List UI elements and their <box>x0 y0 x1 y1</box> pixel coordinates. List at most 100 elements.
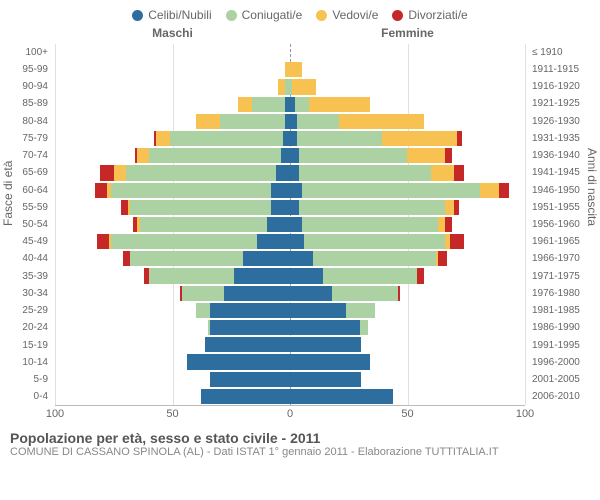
birth-tick: 1941-1945 <box>532 168 600 178</box>
bar-segment-coniugati <box>111 183 271 198</box>
bar-row <box>55 147 525 164</box>
bar-segment-vedovi <box>382 131 457 146</box>
age-tick: 100+ <box>0 48 48 58</box>
age-tick: 0-4 <box>0 392 48 402</box>
female-side <box>290 44 525 61</box>
bar-row <box>55 388 525 405</box>
age-tick: 10-14 <box>0 358 48 368</box>
bar-stack <box>180 286 290 301</box>
bar-segment-celibi <box>290 303 346 318</box>
birth-tick: 1946-1950 <box>532 186 600 196</box>
bar-segment-celibi <box>290 234 304 249</box>
bar-segment-vedovi <box>137 148 149 163</box>
bar-segment-vedovi <box>196 114 220 129</box>
bar-segment-coniugati <box>323 268 417 283</box>
bar-segment-vedovi <box>309 97 370 112</box>
bar-stack <box>290 251 447 266</box>
bar-stack <box>290 97 370 112</box>
bar-segment-coniugati <box>170 131 283 146</box>
age-tick: 60-64 <box>0 186 48 196</box>
female-side <box>290 388 525 405</box>
bar-segment-vedovi <box>445 200 454 215</box>
bar-segment-divorziati <box>123 251 130 266</box>
bar-segment-celibi <box>271 200 290 215</box>
bar-row <box>55 164 525 181</box>
male-side <box>55 182 290 199</box>
bar-stack <box>290 79 316 94</box>
bar-segment-celibi <box>281 148 290 163</box>
bar-segment-celibi <box>210 372 290 387</box>
bar-segment-vedovi <box>114 165 126 180</box>
bar-segment-vedovi <box>278 79 285 94</box>
legend-swatch <box>132 10 143 21</box>
bar-stack <box>135 148 290 163</box>
bar-stack <box>210 372 290 387</box>
bar-segment-celibi <box>290 268 323 283</box>
female-side <box>290 199 525 216</box>
bar-row <box>55 267 525 284</box>
bar-segment-coniugati <box>360 320 367 335</box>
bar-segment-coniugati <box>252 97 285 112</box>
male-side <box>55 61 290 78</box>
bar-segment-celibi <box>290 389 393 404</box>
bar-row <box>55 78 525 95</box>
bar-segment-celibi <box>224 286 290 301</box>
female-side <box>290 113 525 130</box>
bar-segment-celibi <box>257 234 290 249</box>
bar-stack <box>290 131 462 146</box>
legend-item: Coniugati/e <box>226 8 303 22</box>
male-side <box>55 44 290 61</box>
bar-segment-divorziati <box>450 234 464 249</box>
bar-row <box>55 61 525 78</box>
bar-stack <box>290 200 459 215</box>
bar-segment-divorziati <box>121 200 128 215</box>
bar-segment-divorziati <box>445 217 452 232</box>
bar-stack <box>290 286 400 301</box>
bar-segment-vedovi <box>431 165 454 180</box>
bar-stack <box>196 114 290 129</box>
bar-stack <box>133 217 290 232</box>
male-side <box>55 267 290 284</box>
legend-label: Vedovi/e <box>332 8 378 22</box>
bar-row <box>55 44 525 61</box>
female-side <box>290 164 525 181</box>
bar-row <box>55 371 525 388</box>
bar-segment-coniugati <box>149 148 281 163</box>
birth-tick: 1911-1915 <box>532 65 600 75</box>
bar-stack <box>278 79 290 94</box>
female-side <box>290 96 525 113</box>
bar-segment-celibi <box>267 217 290 232</box>
male-side <box>55 164 290 181</box>
bar-segment-celibi <box>271 183 290 198</box>
bar-stack <box>205 337 290 352</box>
legend-label: Celibi/Nubili <box>148 8 211 22</box>
bar-stack <box>144 268 290 283</box>
bar-segment-celibi <box>290 200 299 215</box>
bar-segment-divorziati <box>398 286 400 301</box>
age-tick: 75-79 <box>0 134 48 144</box>
bar-stack <box>290 354 370 369</box>
bar-segment-coniugati <box>111 234 257 249</box>
legend-item: Divorziati/e <box>392 8 467 22</box>
bar-stack <box>290 320 368 335</box>
x-tick: 100 <box>46 408 64 420</box>
bar-stack <box>208 320 290 335</box>
female-side <box>290 233 525 250</box>
bar-stack <box>97 234 290 249</box>
female-side <box>290 336 525 353</box>
birth-tick: ≤ 1910 <box>532 48 600 58</box>
legend-swatch <box>226 10 237 21</box>
x-axis-ticks: 10050050100 <box>55 408 525 422</box>
male-side <box>55 388 290 405</box>
bar-segment-coniugati <box>295 97 309 112</box>
bar-segment-vedovi <box>480 183 499 198</box>
bar-segment-celibi <box>290 217 302 232</box>
female-side <box>290 319 525 336</box>
legend: Celibi/Nubili Coniugati/e Vedovi/e Divorzia… <box>0 0 600 26</box>
bar-stack <box>238 97 290 112</box>
bar-stack <box>100 165 290 180</box>
birth-tick: 1936-1940 <box>532 151 600 161</box>
bar-segment-celibi <box>210 303 290 318</box>
bar-segment-coniugati <box>302 217 438 232</box>
birth-tick: 1961-1965 <box>532 237 600 247</box>
